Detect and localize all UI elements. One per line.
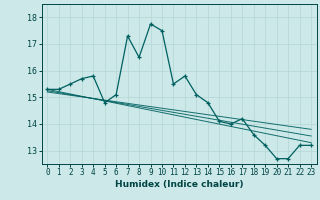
X-axis label: Humidex (Indice chaleur): Humidex (Indice chaleur) [115, 180, 244, 189]
